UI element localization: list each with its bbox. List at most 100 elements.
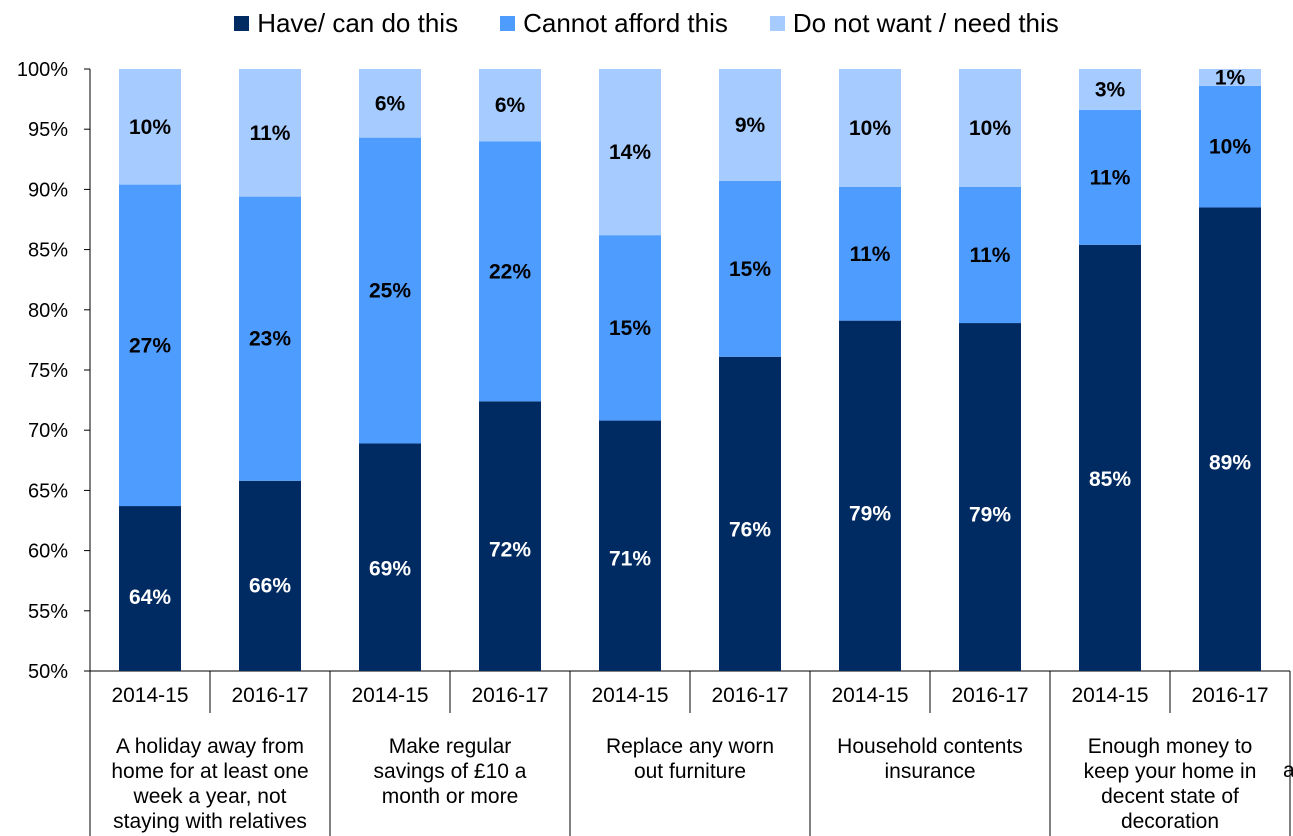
category-label-line: Replace any worn	[605, 735, 775, 758]
data-label-do-not-want: 10%	[129, 116, 171, 139]
data-label-do-not-want: 10%	[849, 117, 891, 140]
category-label-line: decoration	[1120, 810, 1220, 833]
bar-segment-cannot-afford	[719, 180, 781, 357]
x-period-label: 2014-15	[591, 684, 668, 707]
data-label-have: 71%	[609, 547, 651, 570]
y-tick-label: 85%	[28, 240, 68, 262]
data-label-do-not-want: 14%	[609, 141, 651, 164]
y-tick-label: 80%	[28, 300, 68, 322]
category-label-line: savings of £10 a	[373, 760, 527, 783]
bar-segment-do-not-want	[959, 69, 1021, 187]
data-label-do-not-want: 6%	[495, 94, 526, 117]
category-label-line: decent state of	[1101, 785, 1239, 808]
y-tick-label: 65%	[28, 480, 68, 502]
data-label-have: 89%	[1209, 451, 1251, 474]
data-label-have: 79%	[969, 503, 1011, 526]
bar-segment-cannot-afford	[239, 196, 301, 481]
bar-segment-cannot-afford	[959, 186, 1021, 324]
y-tick-label: 60%	[28, 541, 68, 563]
data-label-do-not-want: 10%	[969, 117, 1011, 140]
bar-segment-cannot-afford	[359, 137, 421, 444]
bar-segment-have	[239, 480, 301, 671]
legend-item-cannot-afford: Cannot afford this	[500, 8, 728, 39]
category-label-line: week a year, not	[133, 785, 287, 808]
data-label-do-not-want: 11%	[250, 122, 291, 145]
data-label-have: 85%	[1089, 468, 1131, 491]
bar-segment-do-not-want	[479, 69, 541, 142]
legend-swatch-do-not-want	[769, 16, 785, 31]
data-label-do-not-want: 9%	[735, 114, 766, 137]
category-label-line: Make regular	[388, 735, 512, 758]
y-tick-label: 75%	[28, 360, 68, 382]
data-label-cannot-afford: 22%	[489, 260, 531, 283]
legend-label-cannot-afford: Cannot afford this	[523, 8, 728, 38]
category-label-line: A holiday away from	[116, 735, 304, 758]
bar-segment-have	[479, 401, 541, 671]
data-label-have: 69%	[369, 558, 411, 581]
legend-item-do-not-want: Do not want / need this	[769, 8, 1059, 39]
bar-segment-do-not-want	[1079, 69, 1141, 110]
bar-segment-have	[119, 506, 181, 671]
bar-segment-have	[1079, 244, 1141, 671]
x-period-label: 2016-17	[711, 684, 788, 707]
category-label: Replace any worn out furniture	[572, 734, 808, 784]
legend-swatch-have	[234, 16, 250, 31]
category-label: Enough money to keep your home in decent s…	[1052, 734, 1288, 834]
category-label-line: insurance	[884, 760, 976, 783]
bar-segment-do-not-want	[239, 69, 301, 197]
data-label-cannot-afford: 15%	[609, 317, 651, 340]
x-period-label: 2014-15	[831, 684, 908, 707]
data-label-do-not-want: 6%	[375, 92, 406, 115]
category-label: Household contents insurance	[812, 734, 1048, 784]
category-label-line: home for at least one	[111, 760, 309, 783]
data-label-cannot-afford: 23%	[249, 328, 291, 351]
bar-segment-have	[719, 356, 781, 671]
data-label-cannot-afford: 11%	[850, 243, 891, 266]
data-label-do-not-want: 1%	[1215, 66, 1246, 89]
category-label-line: Enough money to	[1087, 735, 1253, 758]
x-period-label: 2014-15	[1071, 684, 1148, 707]
data-label-have: 64%	[129, 586, 171, 609]
y-tick-label: 70%	[28, 420, 68, 442]
category-label: A holiday away from home for at least one…	[92, 734, 328, 834]
data-label-cannot-afford: 27%	[129, 334, 171, 357]
bar-segment-cannot-afford	[1079, 109, 1141, 245]
bar-segment-do-not-want	[1199, 69, 1261, 86]
bar-segment-do-not-want	[359, 69, 421, 138]
category-label-line: staying with relatives	[113, 810, 307, 833]
bar-segment-cannot-afford	[839, 186, 901, 321]
data-label-do-not-want: 3%	[1095, 78, 1126, 101]
data-label-cannot-afford: 11%	[970, 244, 1011, 267]
x-period-label: 2016-17	[1191, 684, 1268, 707]
y-tick-label: 90%	[28, 179, 68, 201]
bar-segment-do-not-want	[119, 69, 181, 185]
y-tick-label: 95%	[28, 119, 68, 141]
chart-legend: Have/ can do this Cannot afford this Do …	[0, 8, 1293, 39]
data-label-have: 72%	[489, 539, 531, 562]
legend-swatch-cannot-afford	[500, 16, 516, 31]
bar-segment-have	[359, 443, 421, 671]
bar-segment-do-not-want	[839, 69, 901, 187]
data-label-have: 76%	[729, 519, 771, 542]
y-tick-label: 50%	[28, 661, 68, 683]
x-period-label: 2014-15	[351, 684, 428, 707]
category-label-line: out furniture	[633, 760, 747, 783]
legend-label-have: Have/ can do this	[257, 8, 459, 38]
y-tick-label: 55%	[28, 601, 68, 623]
data-label-cannot-afford: 25%	[369, 280, 411, 303]
bar-segment-have	[599, 420, 661, 671]
bar-segment-cannot-afford	[599, 235, 661, 421]
bar-segment-have	[959, 323, 1021, 671]
bar-segment-have	[839, 320, 901, 671]
annotation-label: a	[1283, 759, 1293, 782]
data-label-cannot-afford: 11%	[1090, 166, 1131, 189]
category-label: Make regular savings of £10 a month or mor…	[332, 734, 568, 809]
data-label-have: 66%	[249, 574, 291, 597]
legend-label-do-not-want: Do not want / need this	[792, 8, 1059, 38]
category-label-line: Household contents	[837, 735, 1023, 758]
x-period-label: 2016-17	[231, 684, 308, 707]
x-period-label: 2016-17	[951, 684, 1028, 707]
x-period-label: 2014-15	[111, 684, 188, 707]
bar-segment-have	[1199, 207, 1261, 671]
x-period-label: 2016-17	[471, 684, 548, 707]
